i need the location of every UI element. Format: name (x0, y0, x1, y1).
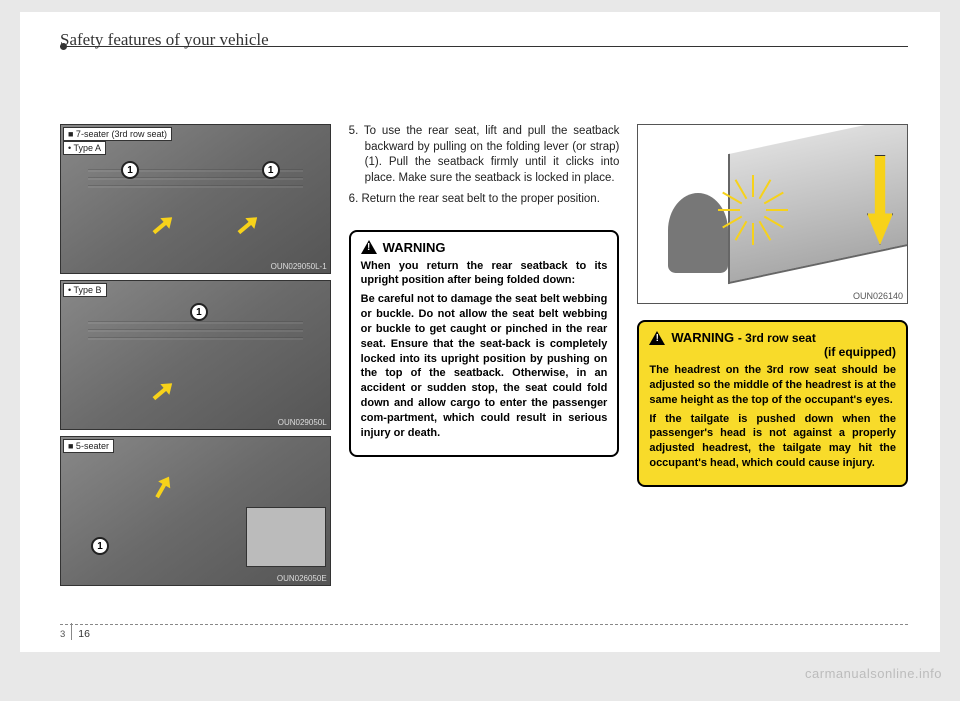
warning-triangle-icon (361, 240, 377, 254)
illus-7seater-typeB: • Type B 1 OUN029050L (60, 280, 331, 430)
warning-triangle-icon (649, 331, 665, 345)
step-6: 6. Return the rear seat belt to the prop… (349, 192, 620, 208)
warning-label: WARNING (383, 240, 446, 255)
watermark: carmanualsonline.info (805, 666, 942, 681)
column-left: ■ 7-seater (3rd row seat) • Type A 1 1 O… (60, 124, 331, 586)
illus-tailgate-headrest: OUN026140 (637, 124, 908, 304)
warning-box-3rd-row: WARNING - 3rd row seat (if equipped) The… (637, 320, 908, 487)
arrow-icon (147, 376, 178, 407)
page-header: Safety features of your vehicle (60, 30, 908, 54)
chapter-number: 3 (60, 629, 65, 640)
illus-code: OUN029050L (278, 418, 327, 427)
warning-title: WARNING - 3rd row seat (649, 330, 896, 345)
callout-pin: 1 (262, 161, 280, 179)
column-right: OUN026140 WARNING - 3rd row seat (if equ… (637, 124, 908, 586)
warning-text: Be careful not to damage the seat belt w… (361, 292, 608, 440)
instruction-text: 5. To use the rear seat, lift and pull t… (349, 124, 620, 214)
callout-pin: 1 (190, 303, 208, 321)
manual-page: Safety features of your vehicle ■ 7-seat… (20, 12, 940, 652)
step-5: 5. To use the rear seat, lift and pull t… (349, 124, 620, 186)
warning-label: WARNING (671, 330, 734, 345)
illus-code: OUN026140 (853, 291, 903, 301)
illus-tag: ■ 5-seater (63, 439, 114, 453)
inset-illus (246, 507, 326, 567)
warning-text: The headrest on the 3rd row seat should … (649, 363, 896, 408)
warning-text: When you return the rear seatback to its… (361, 259, 608, 289)
impact-burst-icon (718, 175, 788, 245)
page-number: 16 (78, 628, 90, 640)
arrow-icon (148, 472, 177, 503)
warning-subtitle2: (if equipped) (649, 345, 896, 359)
callout-pin: 1 (121, 161, 139, 179)
column-middle: 5. To use the rear seat, lift and pull t… (349, 124, 620, 586)
illus-subtype: • Type B (63, 283, 107, 297)
illus-code: OUN026050E (277, 574, 327, 583)
illus-subtype: • Type A (63, 141, 106, 155)
warning-subtitle: - 3rd row seat (738, 331, 816, 345)
page-footer: 3 16 (60, 624, 908, 640)
content-columns: ■ 7-seater (3rd row seat) • Type A 1 1 O… (60, 124, 908, 586)
arrow-icon (147, 210, 178, 241)
illus-5seater: ■ 5-seater 1 OUN026050E (60, 436, 331, 586)
arrow-icon (232, 210, 263, 241)
illus-7seater-typeA: ■ 7-seater (3rd row seat) • Type A 1 1 O… (60, 124, 331, 274)
footer-separator (71, 623, 72, 640)
header-rule (60, 46, 908, 47)
warning-text: If the tailgate is pushed down when the … (649, 412, 896, 471)
warning-box-seatback: WARNING When you return the rear seatbac… (349, 230, 620, 457)
illus-code: OUN029050L-1 (271, 262, 327, 271)
callout-pin: 1 (91, 537, 109, 555)
warning-title: WARNING (361, 240, 608, 255)
illus-tag: ■ 7-seater (3rd row seat) (63, 127, 172, 141)
